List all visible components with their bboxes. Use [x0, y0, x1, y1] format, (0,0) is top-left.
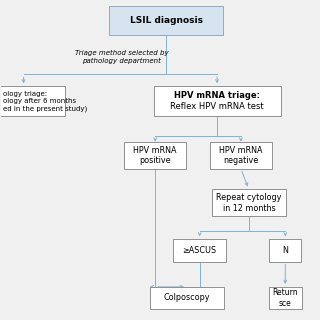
FancyBboxPatch shape — [173, 239, 226, 261]
Text: HPV mRNA
positive: HPV mRNA positive — [133, 146, 177, 165]
Text: HPV mRNA triage:: HPV mRNA triage: — [174, 92, 260, 100]
FancyBboxPatch shape — [0, 86, 65, 116]
Text: Triage method selected by
pathology department: Triage method selected by pathology depa… — [75, 50, 169, 64]
FancyBboxPatch shape — [150, 287, 224, 309]
Text: ology triage:
ology after 6 months
ed in the present study): ology triage: ology after 6 months ed in… — [3, 91, 87, 112]
FancyBboxPatch shape — [269, 239, 301, 261]
FancyBboxPatch shape — [154, 86, 281, 116]
Text: HPV mRNA
negative: HPV mRNA negative — [219, 146, 263, 165]
FancyBboxPatch shape — [269, 287, 302, 309]
Text: Return
sce: Return sce — [273, 288, 298, 308]
Text: Reflex HPV mRNA test: Reflex HPV mRNA test — [170, 102, 264, 111]
Text: Colposcopy: Colposcopy — [164, 293, 210, 302]
FancyBboxPatch shape — [212, 189, 286, 216]
Text: Repeat cytology
in 12 months: Repeat cytology in 12 months — [216, 193, 282, 212]
FancyBboxPatch shape — [124, 142, 186, 169]
Text: ≥ASCUS: ≥ASCUS — [183, 246, 217, 255]
FancyBboxPatch shape — [109, 6, 223, 35]
FancyBboxPatch shape — [210, 142, 272, 169]
Text: N: N — [282, 246, 288, 255]
Text: LSIL diagnosis: LSIL diagnosis — [130, 16, 203, 25]
